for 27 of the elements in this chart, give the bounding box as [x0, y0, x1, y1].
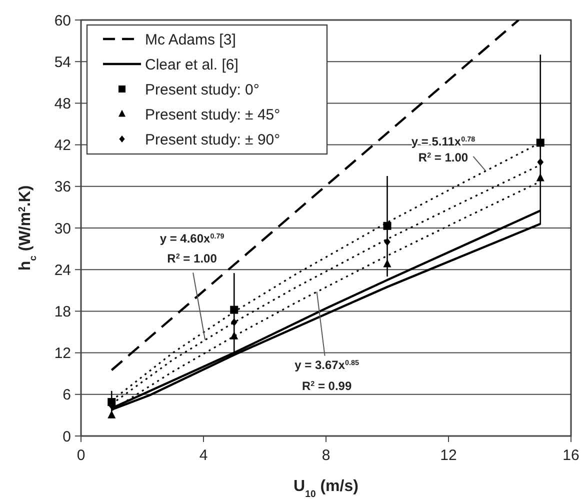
x-tick-label: 8 — [322, 447, 330, 464]
legend-label: Mc Adams [3] — [145, 31, 236, 48]
y-tick-label: 60 — [54, 12, 71, 30]
legend-label: Present study: ± 90° — [145, 131, 280, 148]
y-tick-label: 18 — [54, 303, 71, 320]
y-tick-label: 36 — [54, 178, 71, 196]
annotation: y = 3.67x$^{0.85}$ — [294, 357, 360, 372]
annotation: R$^{2}$ = 1.00 — [167, 251, 218, 266]
annotation: y = 4.60x$^{0.79}$ — [160, 231, 224, 246]
y-tick-label: 24 — [54, 262, 71, 279]
y-tick-label: 6 — [62, 386, 71, 404]
y-tick-label: 30 — [54, 220, 71, 238]
x-tick-label: 0 — [76, 447, 86, 464]
x-tick-label: 4 — [199, 447, 208, 464]
y-tick-label: 42 — [54, 137, 71, 154]
annotation: R$^{2}$ = 0.99 — [302, 378, 352, 393]
y-tick-label: 12 — [54, 345, 71, 362]
x-tick-label: 16 — [562, 447, 580, 464]
legend-label: Clear et al. [6] — [145, 56, 238, 74]
y-tick-label: 54 — [54, 54, 71, 71]
y-tick-label: 48 — [54, 95, 71, 112]
legend-label: Present study: 0° — [145, 81, 260, 98]
x-tick-label: 12 — [440, 447, 457, 464]
legend-label: Present study: ± 45° — [145, 106, 280, 124]
y-tick-label: 0 — [62, 428, 71, 446]
annotation: R$^{2}$ = 1.00 — [418, 150, 468, 164]
x-axis-title: U$_{10}$ (m/s) — [294, 478, 358, 499]
